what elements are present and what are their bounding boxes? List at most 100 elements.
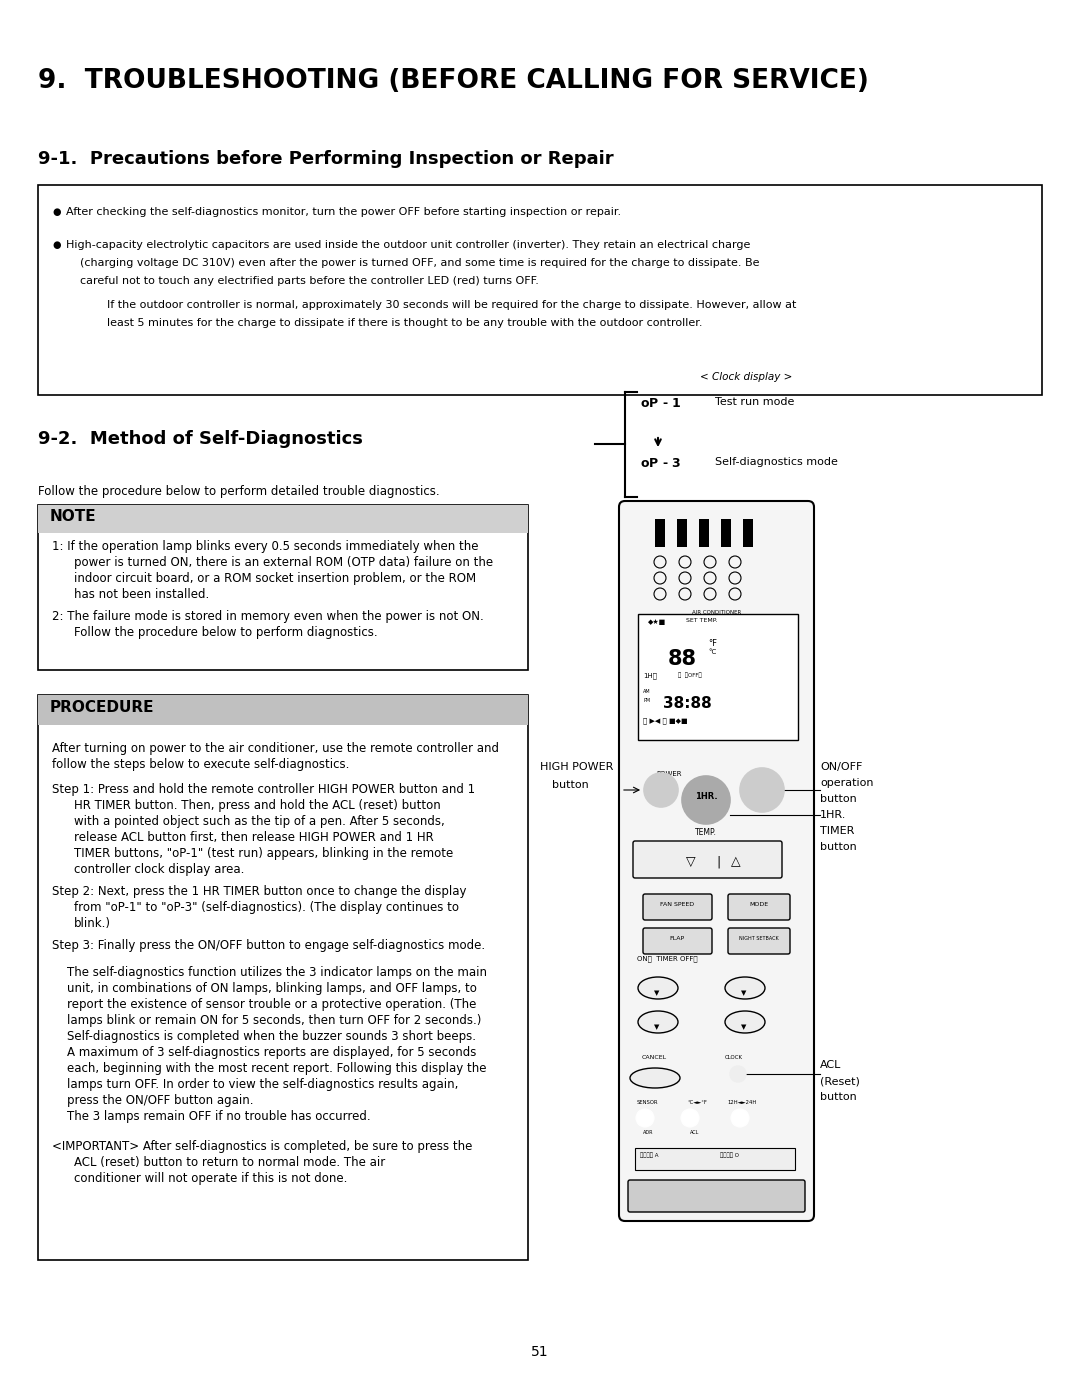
Text: from "oP-1" to "oP-3" (self-diagnostics). (The display continues to: from "oP-1" to "oP-3" (self-diagnostics)… bbox=[75, 901, 459, 914]
Text: POWER: POWER bbox=[656, 771, 681, 777]
Text: °C◄►°F: °C◄►°F bbox=[687, 1099, 707, 1105]
Bar bbox=[38, 184, 1042, 395]
FancyBboxPatch shape bbox=[728, 928, 789, 954]
Text: controller clock display area.: controller clock display area. bbox=[75, 863, 244, 876]
Circle shape bbox=[644, 773, 678, 807]
Text: with a pointed object such as the tip of a pen. After 5 seconds,: with a pointed object such as the tip of… bbox=[75, 814, 445, 828]
Text: button: button bbox=[820, 793, 856, 805]
Circle shape bbox=[681, 1109, 699, 1127]
Ellipse shape bbox=[725, 977, 765, 999]
Text: A maximum of 3 self-diagnostics reports are displayed, for 5 seconds: A maximum of 3 self-diagnostics reports … bbox=[52, 1046, 476, 1059]
Text: |: | bbox=[716, 855, 720, 868]
Text: SENSOR: SENSOR bbox=[637, 1099, 659, 1105]
FancyBboxPatch shape bbox=[633, 841, 782, 877]
Text: Step 3: Finally press the ON/OFF button to engage self-diagnostics mode.: Step 3: Finally press the ON/OFF button … bbox=[52, 939, 485, 951]
Text: NOTE: NOTE bbox=[50, 509, 96, 524]
Text: $\mathbf{oP}$ - 1: $\mathbf{oP}$ - 1 bbox=[640, 397, 681, 409]
Text: 38:88: 38:88 bbox=[663, 696, 712, 711]
Bar bbox=[38, 694, 528, 725]
Bar bbox=[721, 520, 731, 548]
Text: press the ON/OFF button again.: press the ON/OFF button again. bbox=[52, 1094, 254, 1106]
Text: unit, in combinations of ON lamps, blinking lamps, and OFF lamps, to: unit, in combinations of ON lamps, blink… bbox=[52, 982, 477, 995]
Text: lamps turn OFF. In order to view the self-diagnostics results again,: lamps turn OFF. In order to view the sel… bbox=[52, 1078, 458, 1091]
Text: ONⓄ  TIMER OFFⓄ: ONⓄ TIMER OFFⓄ bbox=[637, 956, 698, 961]
Text: careful not to touch any electrified parts before the controller LED (red) turns: careful not to touch any electrified par… bbox=[80, 277, 539, 286]
Text: each, beginning with the most recent report. Following this display the: each, beginning with the most recent rep… bbox=[52, 1062, 486, 1076]
FancyBboxPatch shape bbox=[627, 1180, 805, 1213]
Circle shape bbox=[636, 1109, 654, 1127]
Text: (Reset): (Reset) bbox=[820, 1076, 860, 1085]
Text: operation: operation bbox=[820, 778, 874, 788]
Text: 1HR.: 1HR. bbox=[694, 792, 717, 800]
Circle shape bbox=[740, 768, 784, 812]
Text: FAN SPEED: FAN SPEED bbox=[660, 901, 694, 907]
Text: NIGHT SETBACK: NIGHT SETBACK bbox=[739, 936, 779, 940]
Text: 1HR.: 1HR. bbox=[820, 810, 847, 820]
Text: indoor circuit board, or a ROM socket insertion problem, or the ROM: indoor circuit board, or a ROM socket in… bbox=[75, 571, 476, 585]
Text: ▼: ▼ bbox=[741, 990, 746, 996]
Text: ON·I /OFF·O: ON·I /OFF·O bbox=[742, 782, 783, 788]
Text: Test run mode: Test run mode bbox=[715, 397, 795, 407]
Text: HR TIMER button. Then, press and hold the ACL (reset) button: HR TIMER button. Then, press and hold th… bbox=[75, 799, 441, 812]
Text: ▼: ▼ bbox=[654, 990, 660, 996]
Text: After turning on power to the air conditioner, use the remote controller and: After turning on power to the air condit… bbox=[52, 742, 499, 754]
Bar bbox=[699, 520, 708, 548]
Text: FLAP: FLAP bbox=[670, 936, 685, 940]
Ellipse shape bbox=[638, 977, 678, 999]
Text: AM: AM bbox=[643, 689, 650, 694]
Bar bbox=[38, 504, 528, 671]
Text: HIGH POWER: HIGH POWER bbox=[540, 761, 613, 773]
Text: ●: ● bbox=[52, 207, 60, 217]
Text: has not been installed.: has not been installed. bbox=[75, 588, 210, 601]
Text: ●: ● bbox=[52, 240, 60, 250]
Text: リセット O: リセット O bbox=[720, 1153, 739, 1158]
Bar bbox=[38, 504, 528, 534]
Circle shape bbox=[681, 775, 730, 824]
Text: ACL: ACL bbox=[690, 1130, 700, 1134]
Text: 12H◄►24H: 12H◄►24H bbox=[727, 1099, 756, 1105]
Text: 9-1.  Precautions before Performing Inspection or Repair: 9-1. Precautions before Performing Inspe… bbox=[38, 149, 613, 168]
Text: PROCEDURE: PROCEDURE bbox=[50, 700, 154, 715]
Text: °F: °F bbox=[708, 638, 717, 648]
Text: 2: The failure mode is stored in memory even when the power is not ON.: 2: The failure mode is stored in memory … bbox=[52, 610, 484, 623]
Text: 88: 88 bbox=[669, 650, 697, 669]
Text: ▽: ▽ bbox=[686, 855, 696, 868]
Text: PM: PM bbox=[643, 698, 650, 703]
Circle shape bbox=[731, 1109, 750, 1127]
FancyBboxPatch shape bbox=[619, 502, 814, 1221]
Circle shape bbox=[730, 1066, 746, 1083]
Text: ADR: ADR bbox=[643, 1130, 653, 1134]
Text: The 3 lamps remain OFF if no trouble has occurred.: The 3 lamps remain OFF if no trouble has… bbox=[52, 1111, 370, 1123]
Text: アドレス A: アドレス A bbox=[640, 1153, 659, 1158]
Text: Ⓞ  ⓄOFFⓄ: Ⓞ ⓄOFFⓄ bbox=[678, 672, 702, 678]
Text: Step 2: Next, press the 1 HR TIMER button once to change the display: Step 2: Next, press the 1 HR TIMER butto… bbox=[52, 886, 467, 898]
Text: TIMER buttons, "oP-1" (test run) appears, blinking in the remote: TIMER buttons, "oP-1" (test run) appears… bbox=[75, 847, 454, 861]
Text: If the outdoor controller is normal, approximately 30 seconds will be required f: If the outdoor controller is normal, app… bbox=[107, 300, 796, 310]
Text: least 5 minutes for the charge to dissipate if there is thought to be any troubl: least 5 minutes for the charge to dissip… bbox=[107, 319, 702, 328]
Text: Self-diagnostics mode: Self-diagnostics mode bbox=[715, 457, 838, 467]
Bar bbox=[743, 520, 753, 548]
Text: Ⓐ ▶◀ Ⓐ ■◆■: Ⓐ ▶◀ Ⓐ ■◆■ bbox=[643, 717, 688, 724]
Text: CANCEL: CANCEL bbox=[642, 1055, 667, 1060]
Bar bbox=[677, 520, 687, 548]
Text: 1: If the operation lamp blinks every 0.5 seconds immediately when the: 1: If the operation lamp blinks every 0.… bbox=[52, 541, 478, 553]
Text: button: button bbox=[820, 842, 856, 852]
Text: ACL: ACL bbox=[820, 1060, 841, 1070]
Text: conditioner will not operate if this is not done.: conditioner will not operate if this is … bbox=[75, 1172, 348, 1185]
Text: lamps blink or remain ON for 5 seconds, then turn OFF for 2 seconds.): lamps blink or remain ON for 5 seconds, … bbox=[52, 1014, 482, 1027]
Text: $\mathbf{oP}$ - 3: $\mathbf{oP}$ - 3 bbox=[640, 457, 681, 469]
Text: ◆★■: ◆★■ bbox=[648, 619, 666, 624]
Text: button: button bbox=[820, 1092, 856, 1102]
Text: CLOCK: CLOCK bbox=[725, 1055, 743, 1060]
FancyBboxPatch shape bbox=[643, 928, 712, 954]
Text: follow the steps below to execute self-diagnostics.: follow the steps below to execute self-d… bbox=[52, 759, 349, 771]
Bar bbox=[635, 1148, 795, 1171]
Text: report the existence of sensor trouble or a protective operation. (The: report the existence of sensor trouble o… bbox=[52, 997, 476, 1011]
Text: Follow the procedure below to perform diagnostics.: Follow the procedure below to perform di… bbox=[75, 626, 378, 638]
Text: 9.  TROUBLESHOOTING (BEFORE CALLING FOR SERVICE): 9. TROUBLESHOOTING (BEFORE CALLING FOR S… bbox=[38, 68, 869, 94]
Text: power is turned ON, there is an external ROM (OTP data) failure on the: power is turned ON, there is an external… bbox=[75, 556, 494, 569]
Text: ▼: ▼ bbox=[741, 1024, 746, 1030]
Text: High-capacity electrolytic capacitors are used inside the outdoor unit controlle: High-capacity electrolytic capacitors ar… bbox=[66, 240, 751, 250]
Text: 9-2.  Method of Self-Diagnostics: 9-2. Method of Self-Diagnostics bbox=[38, 430, 363, 448]
Bar bbox=[638, 615, 798, 740]
